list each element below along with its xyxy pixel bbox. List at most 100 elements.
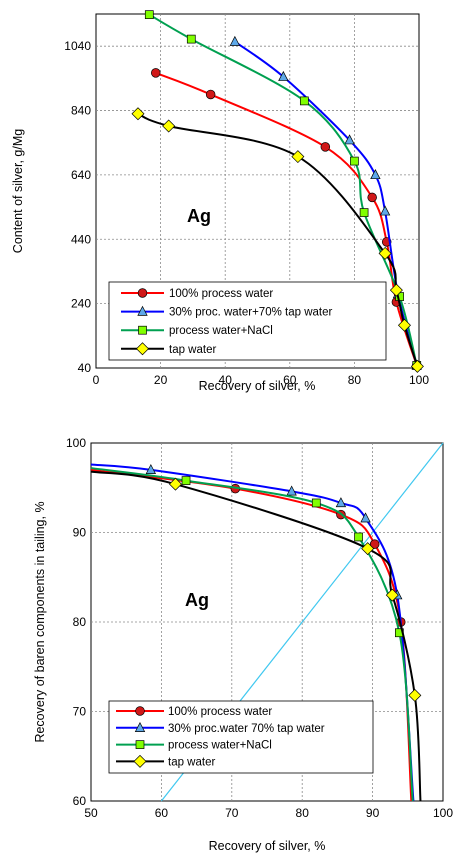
data-point <box>335 497 347 508</box>
series-group <box>90 463 422 802</box>
y-tick-label: 640 <box>71 168 91 182</box>
y-tick-labels: 40 240 440 640 840 1040 <box>64 39 91 375</box>
data-point <box>291 150 305 164</box>
series-3 <box>131 107 424 373</box>
y-axis-label: Content of silver, g/Mg <box>11 129 25 253</box>
legend-marker <box>134 721 146 732</box>
series-group <box>131 10 424 373</box>
legend-marker <box>135 740 145 749</box>
legend-marker <box>136 342 149 356</box>
legend-entry-3: tap water <box>116 754 215 768</box>
legend-marker <box>135 706 145 716</box>
data-point <box>278 70 289 81</box>
y-axis-label: Recovery of baren components in tailing,… <box>33 501 47 742</box>
y-tick-label: 70 <box>73 705 87 719</box>
data-point <box>286 485 297 496</box>
data-point <box>370 169 381 180</box>
chart-top: 0 20 40 60 80 100 40 240 440 640 840 1040 Recovery… <box>11 10 430 393</box>
annotation-ag: Ag <box>185 590 209 610</box>
data-point <box>360 512 371 523</box>
data-point <box>361 542 375 556</box>
data-point <box>378 246 392 260</box>
legend: 100% process water 30% proc. water+70% ta… <box>108 281 387 361</box>
legend-entry-2: process water+NaCl <box>121 325 273 337</box>
data-point <box>344 134 355 145</box>
data-point <box>354 532 363 542</box>
data-point <box>181 476 191 485</box>
data-point <box>131 107 145 121</box>
y-tick-label: 60 <box>73 794 87 808</box>
legend-label: process water+NaCl <box>169 325 273 337</box>
annotation-ag: Ag <box>187 206 211 226</box>
legend-entry-0: 100% process water <box>116 706 272 718</box>
data-point <box>144 10 154 19</box>
y-tick-labels: 60 70 80 90 100 <box>66 436 86 808</box>
x-tick-label: 60 <box>155 806 169 820</box>
legend-marker <box>137 288 148 298</box>
x-tick-labels: 50 60 70 80 90 100 <box>84 806 453 820</box>
y-tick-label: 100 <box>66 436 86 450</box>
data-point <box>410 359 424 373</box>
data-point <box>389 283 403 297</box>
data-point <box>205 89 216 100</box>
y-tick-label: 40 <box>78 361 92 375</box>
x-tick-label: 80 <box>296 806 310 820</box>
x-tick-label: 40 <box>219 373 233 387</box>
legend-marker <box>137 305 148 316</box>
legend-label: process water+NaCl <box>168 740 272 752</box>
y-tick-label: 80 <box>73 615 87 629</box>
data-point <box>311 498 321 508</box>
x-tick-label: 100 <box>433 806 453 820</box>
series-line-1 <box>90 463 415 802</box>
x-tick-label: 20 <box>154 373 168 387</box>
y-tick-label: 1040 <box>64 39 91 53</box>
data-point <box>350 156 359 166</box>
y-tick-label: 440 <box>71 232 91 246</box>
legend-box <box>108 281 387 361</box>
legend-entry-2: process water+NaCl <box>116 740 272 752</box>
x-tick-label: 50 <box>84 806 98 820</box>
y-tick-label: 840 <box>71 104 91 118</box>
data-point <box>397 318 411 332</box>
x-tick-labels: 0 20 40 60 80 100 <box>93 373 430 387</box>
data-point <box>168 477 182 491</box>
legend-entry-1: 30% proc.water 70% tap water <box>116 721 325 735</box>
data-point <box>385 588 399 602</box>
legend-label: tap water <box>168 756 215 768</box>
legend-entry-0: 100% process water <box>121 288 273 300</box>
data-point <box>369 539 380 549</box>
x-tick-label: 90 <box>366 806 380 820</box>
data-point <box>367 192 377 203</box>
legend-marker <box>138 325 147 335</box>
data-point <box>359 208 369 217</box>
legend-label: 30% proc. water+70% tap water <box>169 307 332 319</box>
legend-marker <box>133 754 147 768</box>
legend-entry-1: 30% proc. water+70% tap water <box>121 305 332 319</box>
x-axis-label: Recovery of silver, % <box>199 379 316 393</box>
series-2 <box>90 467 414 802</box>
legend-label: 30% proc.water 70% tap water <box>168 723 325 735</box>
data-point <box>379 205 391 216</box>
y-tick-label: 90 <box>73 526 87 540</box>
x-tick-label: 80 <box>348 373 362 387</box>
x-axis-label: Recovery of silver, % <box>209 839 326 853</box>
data-point <box>162 119 176 133</box>
data-point <box>408 688 422 702</box>
legend-label: 100% process water <box>168 706 272 718</box>
x-tick-label: 100 <box>409 373 429 387</box>
x-tick-label: 0 <box>93 373 100 387</box>
data-point <box>299 96 309 106</box>
legend-entry-3: tap water <box>121 342 216 356</box>
legend: 100% process water 30% proc.water 70% tap… <box>108 700 374 774</box>
data-point <box>186 34 196 44</box>
data-point <box>151 68 161 78</box>
legend-label: tap water <box>169 344 216 356</box>
data-point <box>229 35 241 46</box>
legend-label: 100% process water <box>169 288 273 300</box>
x-tick-label: 70 <box>225 806 239 820</box>
y-tick-label: 240 <box>71 297 91 311</box>
data-point <box>320 142 331 152</box>
data-point <box>145 463 157 474</box>
